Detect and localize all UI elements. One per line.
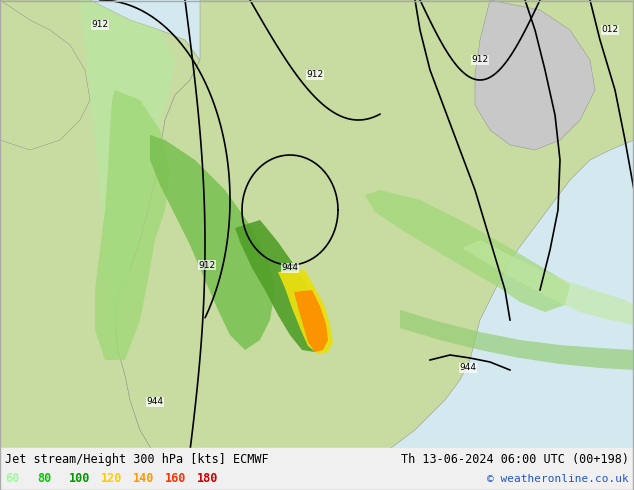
Polygon shape	[365, 190, 570, 312]
Text: 912: 912	[91, 21, 108, 29]
Text: 100: 100	[69, 472, 91, 486]
Text: 140: 140	[133, 472, 154, 486]
Polygon shape	[95, 90, 170, 360]
Text: 60: 60	[5, 472, 19, 486]
Polygon shape	[115, 0, 634, 490]
Text: 912: 912	[472, 55, 489, 65]
Text: 944: 944	[460, 364, 477, 372]
Text: © weatheronline.co.uk: © weatheronline.co.uk	[488, 474, 629, 484]
Text: Jet stream/Height 300 hPa [kts] ECMWF: Jet stream/Height 300 hPa [kts] ECMWF	[5, 454, 269, 466]
Text: 160: 160	[165, 472, 186, 486]
Bar	[0, 448, 634, 490]
Text: 012: 012	[602, 25, 619, 34]
Text: 80: 80	[37, 472, 51, 486]
Polygon shape	[235, 220, 325, 352]
Polygon shape	[80, 0, 175, 360]
Text: 912: 912	[306, 71, 323, 79]
Polygon shape	[294, 290, 328, 352]
Polygon shape	[475, 0, 595, 150]
Text: 944: 944	[281, 264, 299, 272]
Text: 912: 912	[198, 261, 216, 270]
Polygon shape	[278, 270, 333, 354]
Polygon shape	[462, 240, 634, 325]
Polygon shape	[150, 135, 275, 350]
Text: 944: 944	[146, 397, 164, 407]
Polygon shape	[400, 310, 634, 370]
Polygon shape	[0, 0, 90, 150]
Text: Th 13-06-2024 06:00 UTC (00+198): Th 13-06-2024 06:00 UTC (00+198)	[401, 454, 629, 466]
Text: 180: 180	[197, 472, 218, 486]
Polygon shape	[0, 0, 200, 490]
Text: 120: 120	[101, 472, 122, 486]
